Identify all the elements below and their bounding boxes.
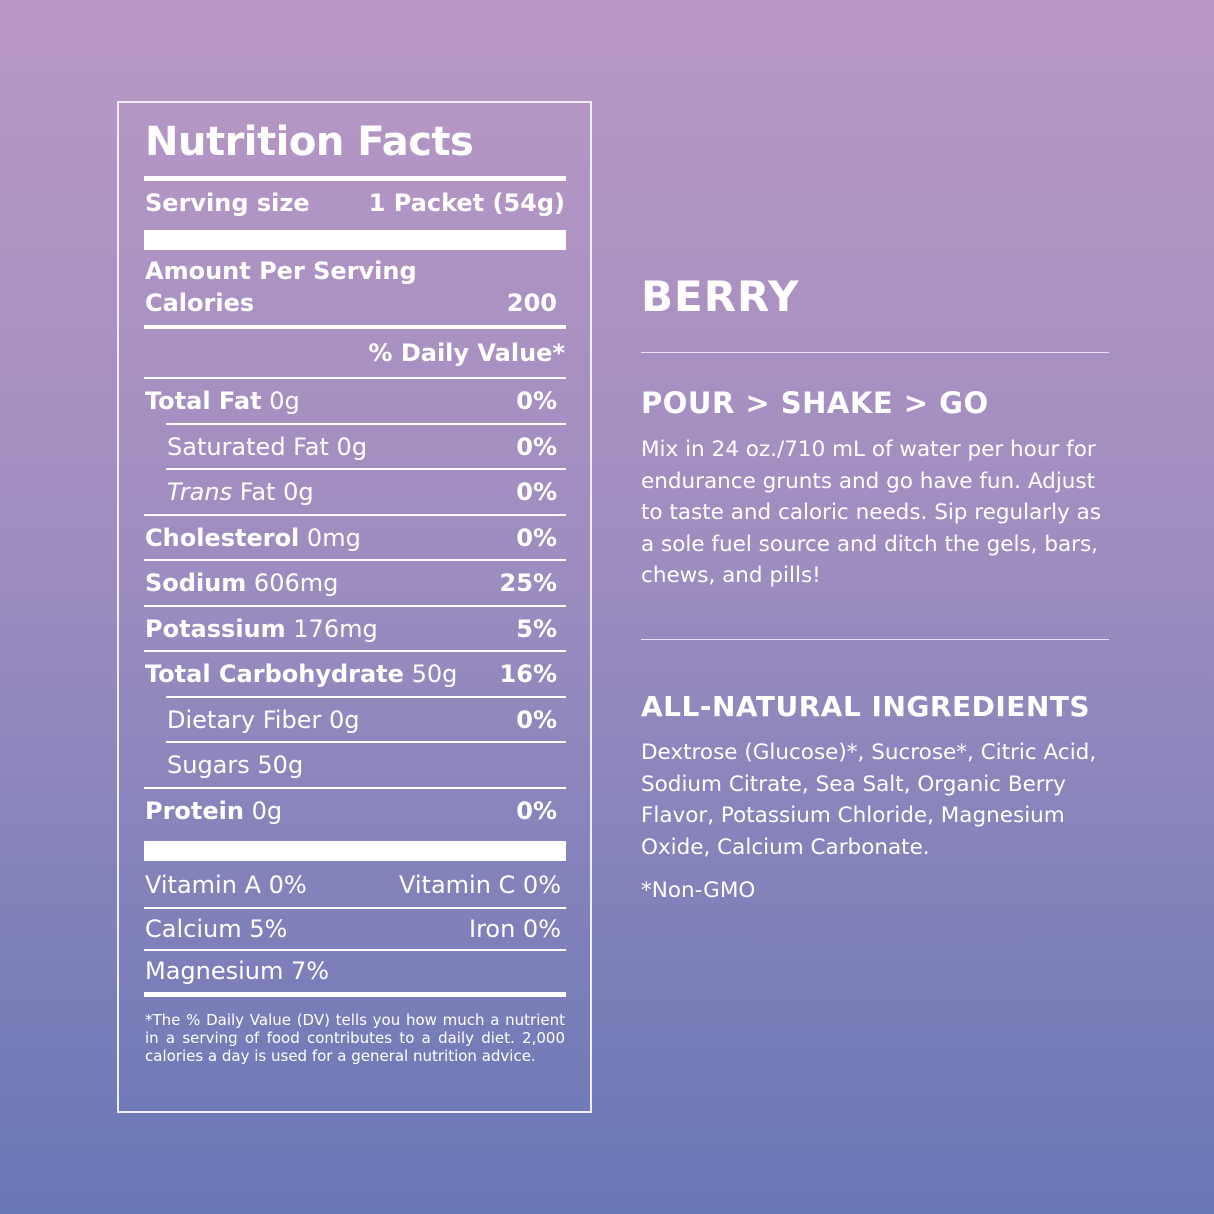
nutrient-amount: 0g	[328, 705, 360, 734]
nutrient-amount: 606mg	[253, 569, 339, 597]
nutrient-daily-value: 16%	[499, 660, 557, 688]
vitamin-c: Vitamin C 0%	[398, 871, 561, 899]
nutrient-name: Potassium	[145, 614, 286, 643]
ingredients-text: Dextrose (Glucose)*, Sucrose*, Citric Ac…	[641, 740, 1097, 860]
nutrient-label: Saturated Fat 0g	[167, 433, 367, 461]
nutrient-amount: 0g	[283, 478, 314, 506]
nutrient-row: Sugars 50g	[145, 743, 565, 787]
nutrient-daily-value: 0%	[516, 796, 557, 825]
nutrient-name: Sodium	[145, 569, 247, 597]
divider	[166, 695, 566, 698]
nutrient-amount: 50g	[257, 751, 304, 779]
nutrient-name: Saturated Fat	[167, 432, 329, 461]
flavor-title: BERRY	[641, 272, 800, 321]
nutrient-row: Protein 0g 0%	[145, 789, 565, 833]
divider	[166, 468, 566, 470]
daily-value-header: % Daily Value*	[145, 331, 565, 375]
nutrient-label: Total Carbohydrate 50g	[145, 660, 457, 688]
serving-size-value: 1 Packet (54g)	[368, 189, 565, 217]
serving-size-label: Serving size	[145, 189, 310, 217]
nutrient-name: Dietary Fiber	[167, 705, 322, 734]
nutrient-daily-value: 0%	[516, 523, 557, 552]
divider	[641, 639, 1109, 640]
nutrient-name: Sugars	[167, 751, 250, 779]
daily-value-header-text: % Daily Value*	[368, 339, 565, 367]
calories-value: 200	[506, 289, 557, 317]
nutrient-label: Sugars 50g	[167, 751, 303, 779]
minerals-row: Calcium 5% Iron 0%	[145, 907, 565, 951]
calories-row: Calories 200	[145, 281, 565, 325]
nutrient-row: Dietary Fiber 0g 0%	[145, 698, 565, 742]
magnesium: Magnesium 7%	[145, 957, 330, 985]
nutrition-facts-title: Nutrition Facts	[145, 119, 474, 165]
nutrition-facts-panel: Nutrition Facts Serving size 1 Packet (5…	[117, 101, 592, 1113]
magnesium-row: Magnesium 7%	[145, 949, 565, 993]
nutrient-label: Trans Fat 0g	[167, 478, 314, 506]
footnote: *The % Daily Value (DV) tells you how mu…	[145, 1011, 565, 1065]
nutrient-row: Trans Fat 0g 0%	[145, 470, 565, 514]
nutrient-amount: 50g	[411, 660, 458, 688]
divider	[144, 949, 566, 951]
nutrient-label: Total Fat 0g	[145, 387, 300, 415]
nutrient-amount: 0mg	[306, 523, 361, 552]
thick-divider	[144, 230, 566, 250]
divider	[144, 325, 566, 329]
nutrient-daily-value: 0%	[516, 478, 557, 506]
divider	[144, 176, 566, 181]
divider	[144, 513, 566, 516]
ingredients-heading: ALL-NATURAL INGREDIENTS	[641, 690, 1091, 723]
nutrient-daily-value: 5%	[516, 614, 557, 643]
serving-size-row: Serving size 1 Packet (54g)	[145, 181, 565, 225]
nutrient-row: Potassium 176mg 5%	[145, 607, 565, 651]
divider	[144, 992, 566, 997]
divider	[144, 786, 566, 789]
nutrient-row: Total Carbohydrate 50g 16%	[145, 652, 565, 696]
nutrient-row: Cholesterol 0mg 0%	[145, 516, 565, 560]
nutrient-amount: 0g	[269, 387, 300, 415]
vitamins-row: Vitamin A 0% Vitamin C 0%	[145, 863, 565, 907]
amount-per-serving: Amount Per Serving	[145, 257, 417, 285]
divider	[144, 559, 566, 561]
non-gmo-note: *Non-GMO	[641, 878, 756, 903]
vitamin-a: Vitamin A 0%	[145, 871, 307, 899]
nutrient-daily-value: 0%	[516, 387, 557, 415]
divider	[144, 604, 566, 607]
nutrient-daily-value: 0%	[516, 705, 557, 734]
nutrient-name: Total Fat	[145, 387, 262, 415]
nutrient-daily-value: 25%	[499, 569, 557, 597]
calories-label: Calories	[145, 289, 255, 317]
iron: Iron 0%	[468, 915, 561, 943]
calcium: Calcium 5%	[145, 915, 288, 943]
divider	[144, 377, 566, 379]
nutrient-label: Sodium 606mg	[145, 569, 338, 597]
nutrient-row: Sodium 606mg 25%	[145, 561, 565, 605]
nutrient-amount: 0g	[251, 796, 283, 825]
divider	[144, 650, 566, 652]
nutrient-label: Dietary Fiber 0g	[167, 706, 359, 734]
nutrient-name: Trans	[167, 478, 233, 506]
directions-heading: POUR > SHAKE > GO	[641, 386, 989, 420]
nutrient-row: Saturated Fat 0g 0%	[145, 425, 565, 469]
nutrient-label: Potassium 176mg	[145, 615, 378, 643]
nutrient-amount: 0g	[336, 432, 368, 461]
thick-divider	[144, 841, 566, 861]
nutrient-label: Protein 0g	[145, 797, 282, 825]
nutrient-name: Total Carbohydrate	[145, 660, 404, 688]
nutrient-amount: 176mg	[293, 614, 378, 643]
directions-text: Mix in 24 oz./710 mL of water per hour f…	[641, 437, 1102, 588]
nutrient-label: Cholesterol 0mg	[145, 524, 361, 552]
divider	[166, 422, 566, 425]
divider	[641, 352, 1109, 353]
divider	[166, 741, 566, 743]
nutrient-name: Cholesterol	[145, 523, 300, 552]
nutrient-name-rest: Fat	[239, 478, 276, 506]
nutrient-daily-value: 0%	[516, 432, 557, 461]
nutrient-row: Total Fat 0g 0%	[145, 379, 565, 423]
divider	[144, 907, 566, 909]
nutrient-name: Protein	[145, 796, 244, 825]
